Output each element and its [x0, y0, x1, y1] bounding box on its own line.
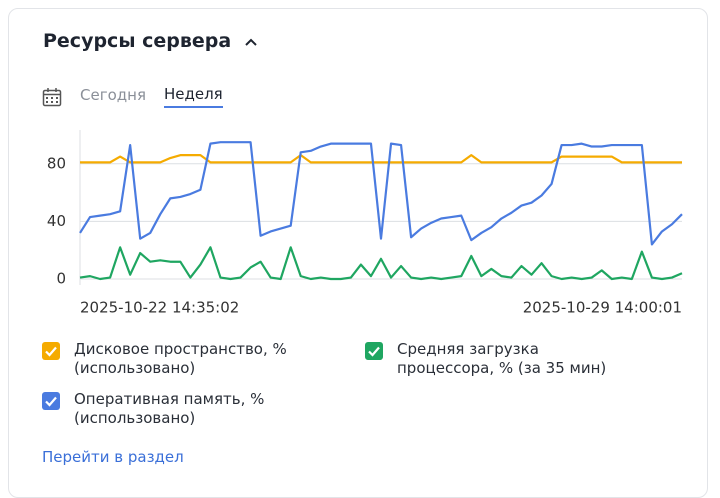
check-icon — [368, 346, 380, 357]
title-text: Ресурсы сервера — [43, 30, 232, 52]
y-tick-label: 40 — [47, 212, 66, 230]
legend-label: Средняя загрузка процессора, % (за 35 ми… — [397, 340, 607, 377]
series-line — [79, 246, 683, 281]
legend-checkbox — [42, 392, 60, 410]
card-title[interactable]: Ресурсы сервера — [43, 30, 258, 52]
legend-item[interactable]: Средняя загрузка процессора, % (за 35 ми… — [365, 340, 615, 378]
page: Ресурсы сервера Сегодня Неделя 0 40 80 2025-… — [8, 8, 708, 498]
chart: 0 40 80 2025-10-22 14:35:02 2025-10-29 14:00… — [47, 130, 683, 317]
x-tick-label: 2025-10-29 14:00:01 — [523, 299, 682, 317]
tab[interactable]: Неделя — [163, 85, 223, 108]
legend-checkbox — [365, 342, 383, 360]
series-line — [80, 154, 682, 164]
y-tick-label: 0 — [56, 270, 66, 288]
calendar-icon — [42, 87, 62, 106]
legend-checkbox — [42, 342, 60, 360]
tabs: Сегодня Неделя — [42, 85, 223, 108]
y-tick-label: 80 — [47, 154, 66, 172]
legend-item[interactable]: Оперативная память, % (использовано) — [42, 390, 302, 428]
collapse-icon — [245, 38, 257, 46]
check-icon — [45, 346, 57, 357]
legend-label: Дисковое пространство, % (использовано) — [74, 340, 287, 377]
section-link[interactable]: Перейти в раздел — [42, 448, 184, 466]
x-tick-label: 2025-10-22 14:35:02 — [80, 299, 239, 317]
series-line — [79, 141, 683, 246]
legend-label: Оперативная память, % (использовано) — [74, 390, 265, 427]
legend-item[interactable]: Дисковое пространство, % (использовано) — [42, 340, 302, 378]
check-icon — [45, 396, 57, 407]
tab[interactable]: Сегодня — [80, 86, 146, 104]
